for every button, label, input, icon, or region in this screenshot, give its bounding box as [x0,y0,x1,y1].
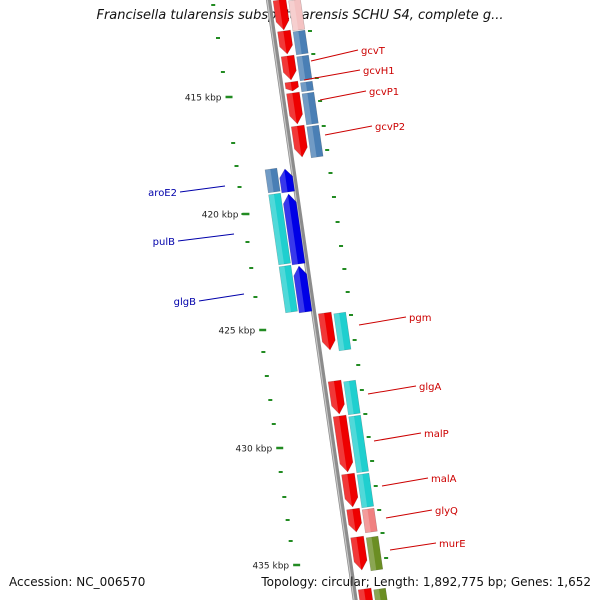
gene-label-gcvt[interactable]: gcvT [361,46,386,57]
gene-label-mure[interactable]: murE [439,539,466,550]
cog-block [373,587,389,600]
cog-block [333,311,352,352]
cds-arrow [284,80,299,92]
cog-block [301,91,319,126]
cds-arrow [282,193,306,266]
scale-label: 435 kbp [252,562,289,572]
gene-leader-line [319,90,367,101]
cds-arrow [272,0,290,31]
gene-leader-line [367,385,417,395]
feature-layer [264,0,389,600]
gene-label-gcvp1[interactable]: gcvP1 [369,87,399,98]
cog-block [361,507,378,534]
cog-block [292,29,309,56]
cds-arrow [350,535,368,571]
gene-label-glgb[interactable]: glgB [174,297,196,308]
gene-label-glyq[interactable]: glyQ [435,506,458,517]
gene-leader-line [177,233,235,242]
cog-block [268,192,291,266]
scale-label: 415 kbp [185,94,222,104]
cds-arrow [332,414,354,473]
cog-block [264,167,281,194]
cds-arrow [286,91,303,125]
gene-leader-line [303,69,361,81]
gene-label-gcvh1[interactable]: gcvH1 [363,66,395,77]
cds-arrow [357,587,374,600]
gene-leader-line [310,49,359,62]
cds-arrow [278,168,295,194]
gene-leader-line [198,293,245,302]
gene-leader-line [373,432,422,442]
scale-label: 425 kbp [218,327,255,337]
gene-leader-line [358,316,407,326]
cog-block [288,0,306,32]
accession-text: Accession: NC_006570 [9,575,146,589]
cds-arrow [341,472,359,508]
cds-arrow [290,124,308,158]
gene-label-glga[interactable]: glgA [419,382,441,393]
gene-label-pulb[interactable]: pulB [153,237,175,248]
cds-arrow [346,507,362,533]
gene-label-mala[interactable]: malA [431,474,457,485]
gene-leader-line [389,542,437,551]
gene-leader-line [381,477,429,487]
gene-leader-line [324,125,373,136]
backbone-layer [265,0,358,600]
cog-block [343,379,361,416]
gene-label-aroe2[interactable]: aroE2 [148,188,177,199]
cds-arrow [318,311,336,351]
genome-summary-text: Topology: circular; Length: 1,892,775 bp… [261,575,591,589]
cog-block [365,535,384,572]
gene-label-gcvp2[interactable]: gcvP2 [375,122,405,133]
cog-block [306,124,324,159]
cog-block [300,80,314,93]
cds-arrow [292,265,313,314]
cog-block [296,54,313,82]
scale-label: 430 kbp [236,445,273,455]
label-layer: gcvT gcvH1 gcvP1 gcvP2 aroE2 pulB glgB pgm glgA m… [148,46,466,551]
gene-label-malp[interactable]: malP [424,429,449,440]
scale-label: 420 kbp [202,211,239,221]
tick-layer: 415 kbp 420 kbp 425 kbp 430 kbp 435 kbp [185,4,389,572]
cog-block [356,472,374,509]
genome-backbone [265,0,358,600]
cds-arrow [277,29,293,55]
cds-arrow [327,379,345,415]
cds-arrow [280,54,297,81]
cog-block [278,264,298,314]
cog-block [348,414,369,474]
gene-leader-line [179,185,226,193]
gene-leader-line [385,509,433,519]
gene-label-pgm[interactable]: pgm [409,313,431,324]
